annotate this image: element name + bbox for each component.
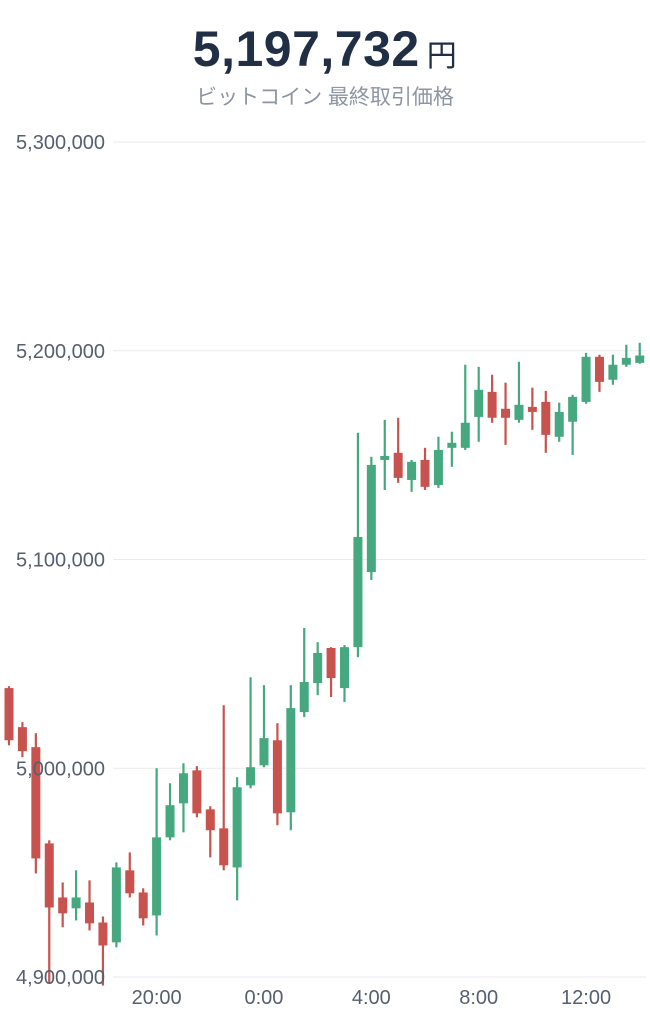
- candle-down: [541, 401, 551, 435]
- candle-down: [326, 648, 336, 679]
- candle-up: [259, 738, 269, 766]
- y-axis-label: 5,000,000: [16, 758, 105, 780]
- candle-down: [17, 727, 27, 752]
- candle-down: [192, 770, 202, 814]
- candle-wick: [450, 431, 453, 467]
- x-axis-label: 8:00: [459, 987, 498, 1009]
- candle-down: [594, 356, 604, 382]
- y-axis-label: 5,200,000: [16, 341, 105, 363]
- x-axis-label: 12:00: [561, 987, 611, 1009]
- candle-down: [58, 897, 68, 914]
- candle-wick: [383, 419, 386, 490]
- candle-up: [635, 355, 645, 363]
- candle-down: [219, 828, 229, 866]
- candle-down: [4, 688, 14, 741]
- candle-up: [608, 364, 618, 380]
- last-price-value: 5,197,732: [192, 21, 420, 77]
- candle-up: [353, 536, 363, 648]
- candle-down: [44, 843, 54, 908]
- candle-up: [621, 357, 631, 365]
- candle-down: [85, 902, 95, 924]
- candle-up: [232, 787, 242, 868]
- x-axis-label: 0:00: [245, 987, 284, 1009]
- candle-wick: [262, 685, 266, 768]
- currency-label: 円: [426, 40, 458, 73]
- candle-up: [460, 422, 470, 448]
- candle-up: [246, 767, 256, 786]
- candle-up: [407, 461, 417, 480]
- y-axis-label: 4,900,000: [16, 967, 105, 989]
- y-axis-label: 5,300,000: [16, 132, 105, 154]
- candle-wick: [249, 677, 252, 789]
- candle-up: [514, 404, 524, 420]
- candle-down: [205, 809, 215, 831]
- candle-wick: [101, 916, 105, 986]
- candle-wick: [48, 840, 51, 984]
- candle-up: [340, 647, 349, 689]
- candle-wick: [209, 806, 212, 858]
- candle-wick: [517, 361, 521, 423]
- candle-up: [152, 837, 162, 916]
- candle-down: [98, 922, 108, 946]
- candle-up: [366, 464, 376, 573]
- candle-wick: [303, 627, 306, 718]
- candle-down: [125, 870, 135, 894]
- candle-up: [568, 396, 578, 422]
- candle-up: [299, 682, 309, 713]
- candle-down: [501, 408, 511, 418]
- candle-wick: [625, 344, 628, 367]
- candle-down: [393, 452, 403, 478]
- candle-up: [71, 897, 81, 909]
- candle-up: [165, 805, 175, 838]
- price-subtitle: ビットコイン 最終取引価格: [196, 86, 454, 109]
- candle-wick: [638, 342, 641, 364]
- candle-down: [272, 740, 282, 814]
- price-header: 5,197,732 円 ビットコイン 最終取引価格: [0, 0, 650, 111]
- x-axis-label: 20:00: [132, 987, 182, 1009]
- y-axis-label: 5,100,000: [16, 550, 105, 572]
- candle-down: [527, 406, 537, 412]
- candle-wick: [222, 705, 225, 871]
- last-price: 5,197,732 円: [0, 24, 650, 74]
- candle-up: [313, 653, 323, 684]
- x-axis-label: 4:00: [352, 987, 391, 1009]
- candle-up: [447, 442, 457, 448]
- candle-down: [31, 747, 41, 859]
- candle-down: [420, 459, 430, 487]
- candle-up: [111, 867, 121, 943]
- candle-up: [380, 455, 390, 460]
- candle-up: [433, 449, 443, 485]
- candle-wick: [397, 417, 400, 483]
- candle-wick: [75, 870, 78, 921]
- candle-wick: [571, 394, 574, 455]
- candle-up: [286, 708, 296, 813]
- candle-up: [581, 356, 591, 402]
- candle-up: [178, 773, 188, 804]
- candle-up: [554, 411, 564, 437]
- candle-down: [138, 892, 148, 919]
- candle-wick: [464, 364, 467, 450]
- candle-down: [487, 391, 497, 418]
- candle-up: [474, 389, 484, 417]
